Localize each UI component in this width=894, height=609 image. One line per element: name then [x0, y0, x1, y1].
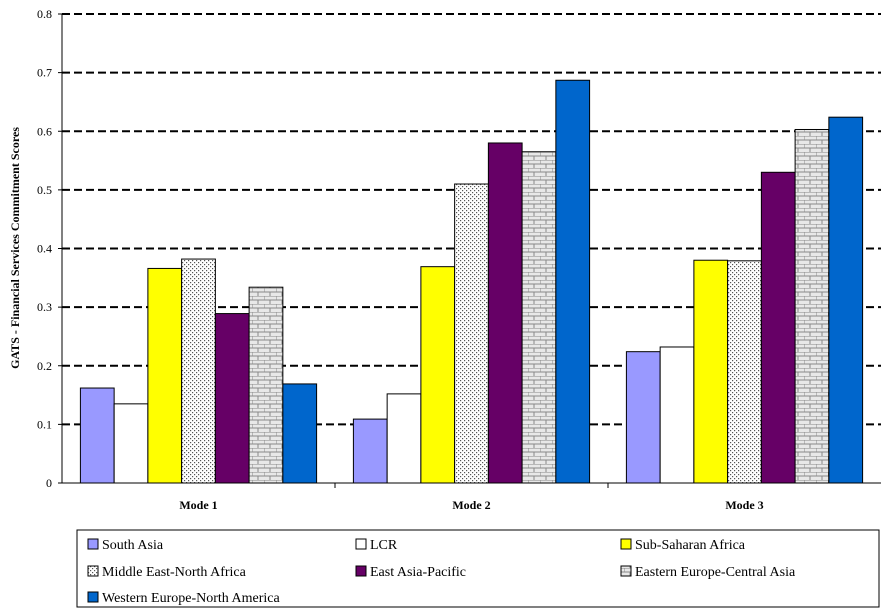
legend-swatch — [355, 538, 367, 550]
legend-item: Sub-Saharan Africa — [620, 538, 746, 553]
bar-eastern-europe-central-asia — [794, 128, 830, 484]
bar-eastern-europe-central-asia — [521, 151, 557, 484]
bar-sub-saharan-africa — [420, 266, 456, 484]
legend-swatch — [355, 565, 367, 577]
y-tick-labels: 0 0.1 0.2 0.3 0.4 0.5 0.6 0.7 0.8 — [37, 7, 62, 490]
y-tick-label: 0 — [46, 476, 52, 490]
legend-item: LCR — [355, 538, 398, 553]
legend-swatch — [620, 538, 632, 550]
x-tick-label: Mode 2 — [452, 498, 490, 512]
bar-lcr — [659, 346, 695, 484]
bars — [79, 79, 864, 484]
bar-lcr — [113, 403, 149, 484]
legend-item: East Asia-Pacific — [355, 565, 466, 580]
legend-swatch — [620, 565, 632, 577]
y-tick-label: 0.1 — [37, 417, 52, 431]
legend-label: Western Europe-North America — [102, 591, 280, 606]
legend-label: LCR — [370, 538, 398, 553]
x-tick-label: Mode 3 — [725, 498, 763, 512]
bar-middle-east-north-africa — [727, 260, 762, 484]
y-tick-label: 0.7 — [37, 66, 52, 80]
bar-sub-saharan-africa — [147, 267, 183, 484]
legend-label: East Asia-Pacific — [370, 565, 466, 580]
bar-middle-east-north-africa — [181, 258, 216, 484]
x-tick-labels: Mode 1 Mode 2 Mode 3 — [179, 483, 764, 512]
legend-label: Eastern Europe-Central Asia — [635, 565, 796, 580]
legend-item: South Asia — [87, 538, 164, 553]
y-tick-label: 0.5 — [37, 183, 52, 197]
x-tick-label: Mode 1 — [179, 498, 217, 512]
bar-lcr — [386, 393, 422, 484]
legend-swatch — [87, 538, 99, 550]
legend-box — [76, 529, 880, 608]
y-tick-label: 0.4 — [37, 242, 52, 256]
y-tick-label: 0.8 — [37, 7, 52, 21]
legend-item: Western Europe-North America — [87, 591, 280, 606]
y-tick-label: 0.2 — [37, 359, 52, 373]
bar-western-europe-north-america — [282, 383, 318, 484]
bar-south-asia — [352, 418, 388, 484]
legend: South Asia LCR Sub-Saharan Africa Middle Ea… — [87, 538, 796, 606]
bar-south-asia — [625, 351, 661, 484]
legend-label: Sub-Saharan Africa — [635, 538, 746, 553]
legend-swatch — [87, 565, 99, 577]
y-tick-label: 0.3 — [37, 300, 52, 314]
legend-item: Middle East-North Africa — [87, 565, 247, 580]
y-axis-title: GATS - Financial Services Commitment Sco… — [8, 127, 22, 369]
bar-sub-saharan-africa — [693, 259, 729, 484]
bar-east-asia-pacific — [214, 313, 250, 484]
bar-western-europe-north-america — [828, 116, 864, 484]
bar-east-asia-pacific — [760, 171, 796, 484]
bar-south-asia — [79, 387, 115, 484]
bar-western-europe-north-america — [555, 79, 591, 484]
legend-label: South Asia — [102, 538, 164, 553]
bar-eastern-europe-central-asia — [248, 286, 284, 484]
bar-middle-east-north-africa — [454, 183, 489, 484]
legend-swatch — [87, 591, 99, 603]
bar-east-asia-pacific — [487, 142, 523, 484]
legend-label: Middle East-North Africa — [102, 565, 247, 580]
legend-item: Eastern Europe-Central Asia — [620, 565, 796, 580]
y-tick-label: 0.6 — [37, 124, 52, 138]
